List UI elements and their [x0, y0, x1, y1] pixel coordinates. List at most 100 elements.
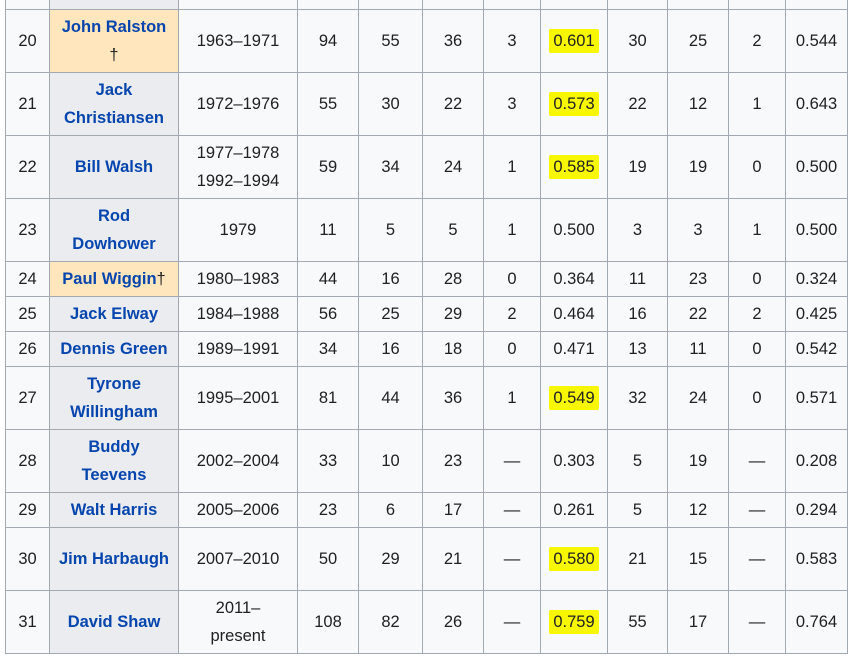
conf-win-pct: 0.571: [795, 389, 838, 407]
coach-number: 26: [18, 340, 37, 358]
coach-link[interactable]: Buddy Teevens: [81, 438, 147, 484]
coach-link[interactable]: Rod Dowhower: [72, 207, 156, 253]
ties-cell: 3: [483, 9, 541, 73]
conf-ties: 1: [752, 221, 762, 239]
ties: —: [503, 501, 521, 519]
ties-cell: —: [483, 527, 541, 591]
conf-win-pct-cell: 0.544: [785, 9, 848, 73]
conf-ties-cell: 0: [728, 366, 786, 430]
coach-link[interactable]: Walt Harris: [70, 501, 158, 519]
losses: 36: [443, 32, 463, 50]
conf-wins: 30: [628, 32, 647, 50]
conf-wins-cell: 30: [607, 9, 668, 73]
conf-win-pct: 0.500: [795, 221, 838, 239]
games-cell: 81: [297, 366, 359, 430]
ties: 3: [507, 32, 517, 50]
coach-link[interactable]: Bill Walsh: [74, 158, 154, 176]
coach-number: 25: [18, 305, 37, 323]
conf-ties: —: [748, 550, 766, 568]
wins-cell: 10: [358, 429, 423, 493]
conf-win-pct-cell: 0.324: [785, 261, 848, 297]
conf-ties: 0: [752, 270, 762, 288]
games-cell: 55: [297, 72, 359, 136]
win-pct-cell: 0.580: [540, 527, 608, 591]
games: 94: [318, 32, 338, 50]
wins: 6: [385, 501, 396, 519]
conf-wins: 3: [632, 221, 643, 239]
losses-cell: 28: [422, 261, 484, 297]
conf-win-pct-cell: 0.500: [785, 135, 848, 199]
table-row: 21 Jack Christiansen 1972–1976 55 30 22 3 0.573…: [5, 72, 848, 136]
conf-losses: 12: [688, 95, 708, 113]
conf-win-pct: 0.425: [795, 305, 838, 323]
win-pct: 0.601: [549, 29, 599, 53]
conf-losses: 19: [688, 452, 708, 470]
conf-win-pct-cell: 0.764: [785, 590, 848, 654]
conf-ties-cell: 0: [728, 261, 786, 297]
coach-years-cell: 1984–1988: [178, 296, 298, 332]
wins: 29: [381, 550, 400, 568]
coach-years-cell: 2005–2006: [178, 492, 298, 528]
coach-link[interactable]: Jim Harbaugh: [58, 550, 170, 568]
coach-years: 1963–1971: [196, 32, 280, 50]
games-cell: 44: [297, 261, 359, 297]
coach-number-cell: 23: [5, 198, 50, 262]
conf-wins-cell: 16: [607, 296, 668, 332]
conf-losses-cell: 17: [667, 590, 729, 654]
coach-link[interactable]: Jack Elway: [69, 305, 159, 323]
conf-wins-cell: 21: [607, 527, 668, 591]
wins-cell: 82: [358, 590, 423, 654]
ties: 0: [507, 340, 517, 358]
games: 44: [318, 270, 338, 288]
table-row: 31 David Shaw 2011– present 108 82 26 — 0.759 55…: [5, 590, 848, 654]
conf-wins-cell: 13: [607, 331, 668, 367]
conf-wins-cell: 32: [607, 366, 668, 430]
coach-years: 2007–2010: [196, 550, 280, 568]
ties: 3: [507, 95, 517, 113]
coach-years-cell: 1979: [178, 198, 298, 262]
coach-link[interactable]: David Shaw: [67, 613, 161, 631]
coach-years-cell: 1980–1983: [178, 261, 298, 297]
win-pct: 0.573: [549, 92, 599, 116]
conf-win-pct: 0.583: [795, 550, 838, 568]
coach-name-cell: Dennis Green: [49, 331, 179, 367]
coach-years-cell: 2011– present: [178, 590, 298, 654]
coach-number: 30: [18, 550, 37, 568]
win-pct: 0.759: [549, 610, 599, 634]
ties-cell: 1: [483, 198, 541, 262]
games-cell: 56: [297, 296, 359, 332]
coach-number-cell: 22: [5, 135, 50, 199]
coach-link[interactable]: Tyrone Willingham: [70, 375, 158, 421]
ties: —: [503, 452, 521, 470]
conf-losses: 25: [688, 32, 708, 50]
coach-link[interactable]: Paul Wiggin: [62, 270, 157, 288]
table-row: 27 Tyrone Willingham 1995–2001 81 44 36 1 0.549…: [5, 366, 848, 430]
coach-link[interactable]: Jack Christiansen: [64, 81, 164, 127]
games-cell: 33: [297, 429, 359, 493]
conf-ties: 0: [752, 389, 762, 407]
conf-wins-cell: 11: [607, 261, 668, 297]
losses-cell: 5: [422, 198, 484, 262]
win-pct-cell: 0.464: [540, 296, 608, 332]
table-row: [5, 0, 848, 10]
wins: 82: [381, 613, 400, 631]
table-row: 25 Jack Elway 1984–1988 56 25 29 2 0.464 16 22 2 0.…: [5, 296, 848, 332]
wins-cell: 44: [358, 366, 423, 430]
wins: 55: [381, 32, 400, 50]
coach-link[interactable]: John Ralston: [61, 18, 167, 36]
table-row: 23 Rod Dowhower 1979 11 5 5 1 0.500 3 3 1 0.500: [5, 198, 848, 262]
ties-cell: 2: [483, 296, 541, 332]
losses: 23: [443, 452, 463, 470]
conf-ties-cell: 0: [728, 135, 786, 199]
conf-win-pct: 0.208: [795, 452, 838, 470]
conf-wins: 32: [628, 389, 647, 407]
conf-wins: 21: [628, 550, 647, 568]
conf-losses-cell: 11: [667, 331, 729, 367]
win-pct-cell: 0.585: [540, 135, 608, 199]
losses: 21: [443, 550, 463, 568]
coach-number: 21: [18, 95, 37, 113]
win-pct: 0.580: [549, 547, 599, 571]
losses-cell: 22: [422, 72, 484, 136]
conf-win-pct-cell: 0.571: [785, 366, 848, 430]
coach-link[interactable]: Dennis Green: [60, 340, 168, 358]
